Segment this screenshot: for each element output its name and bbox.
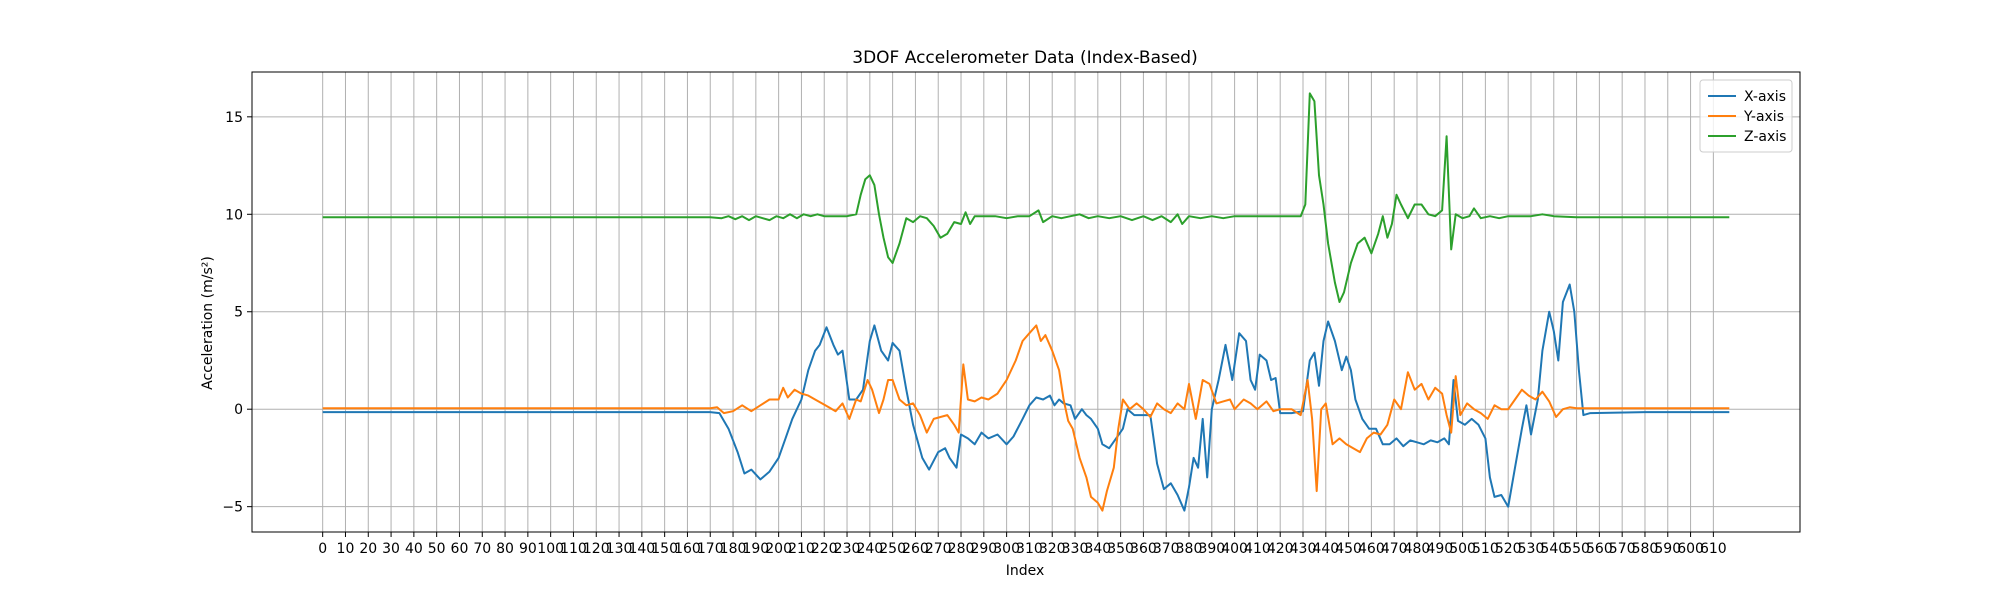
x-tick-label: 100: [537, 541, 564, 557]
x-tick-label: 360: [1130, 541, 1157, 557]
series-line-y: [322, 324, 1730, 512]
x-tick-label: 40: [405, 541, 423, 557]
x-tick-label: 220: [811, 541, 838, 557]
legend-label: Y-axis: [1743, 109, 1784, 125]
x-tick-label: 380: [1176, 541, 1203, 557]
x-tick-label: 560: [1586, 541, 1613, 557]
x-tick-label: 500: [1449, 541, 1476, 557]
x-tick-label: 420: [1267, 541, 1294, 557]
x-tick-label: 480: [1404, 541, 1431, 557]
x-tick-label: 460: [1358, 541, 1385, 557]
x-tick-label: 130: [606, 541, 633, 557]
x-tick-label: 510: [1472, 541, 1499, 557]
x-tick-label: 320: [1039, 541, 1066, 557]
chart-title: 3DOF Accelerometer Data (Index-Based): [852, 48, 1197, 68]
x-tick-label: 410: [1244, 541, 1271, 557]
x-tick-label: 600: [1677, 541, 1704, 557]
x-tick-label: 450: [1335, 541, 1362, 557]
x-tick-label: 50: [428, 541, 446, 557]
x-tick-label: 180: [720, 541, 747, 557]
x-tick-label: 70: [473, 541, 491, 557]
y-tick-label: 10: [225, 207, 243, 223]
x-tick-label: 370: [1153, 541, 1180, 557]
x-tick-label: 530: [1518, 541, 1545, 557]
series-line-z: [322, 92, 1730, 303]
x-tick-label: 310: [1016, 541, 1043, 557]
x-tick-label: 390: [1198, 541, 1225, 557]
x-tick-label: 610: [1700, 541, 1727, 557]
x-tick-label: 150: [651, 541, 678, 557]
x-tick-label: 250: [879, 541, 906, 557]
x-tick-label: 440: [1312, 541, 1339, 557]
legend-box: [1699, 79, 1793, 153]
x-tick-label: 240: [856, 541, 883, 557]
x-tick-label: 20: [359, 541, 377, 557]
y-tick-label: 15: [225, 110, 243, 126]
x-tick-label: 30: [382, 541, 400, 557]
plot-frame: [251, 71, 1801, 533]
x-tick-label: 170: [697, 541, 724, 557]
x-tick-label: 110: [560, 541, 587, 557]
legend-label: X-axis: [1744, 89, 1786, 105]
x-tick-label: 290: [970, 541, 997, 557]
x-axis-label: Index: [1006, 563, 1045, 579]
x-tick-label: 200: [765, 541, 792, 557]
x-tick-label: 350: [1107, 541, 1134, 557]
legend-label: Z-axis: [1744, 129, 1786, 145]
x-tick-label: 210: [788, 541, 815, 557]
axis-ticks: 0 10 20 30 40 50 60 70 80 90 100110120130140150160…: [222, 110, 1726, 557]
x-tick-label: 230: [834, 541, 861, 557]
x-tick-label: 520: [1495, 541, 1522, 557]
x-tick-label: 330: [1062, 541, 1089, 557]
x-tick-label: 90: [519, 541, 537, 557]
x-tick-label: 0: [318, 541, 327, 557]
x-tick-label: 400: [1221, 541, 1248, 557]
series-line-x: [322, 283, 1730, 512]
series-lines: [322, 92, 1730, 512]
x-tick-label: 430: [1290, 541, 1317, 557]
y-tick-label: 5: [234, 305, 243, 321]
x-tick-label: 80: [496, 541, 514, 557]
x-tick-label: 160: [674, 541, 701, 557]
x-tick-label: 300: [993, 541, 1020, 557]
x-tick-label: 580: [1632, 541, 1659, 557]
x-tick-label: 190: [742, 541, 769, 557]
legend: X-axis Y-axis Z-axis: [1699, 79, 1793, 153]
x-tick-label: 570: [1609, 541, 1636, 557]
x-tick-label: 60: [451, 541, 469, 557]
x-tick-label: 540: [1540, 541, 1567, 557]
x-tick-label: 280: [948, 541, 975, 557]
x-tick-label: 120: [583, 541, 610, 557]
x-tick-label: 550: [1563, 541, 1590, 557]
x-tick-label: 340: [1084, 541, 1111, 557]
x-tick-label: 10: [337, 541, 355, 557]
y-axis-label: Acceleration (m/s²): [200, 256, 216, 390]
x-tick-label: 270: [925, 541, 952, 557]
x-tick-label: 490: [1426, 541, 1453, 557]
grid: [252, 72, 1800, 532]
x-tick-label: 140: [628, 541, 655, 557]
y-tick-label: −5: [222, 500, 243, 516]
x-tick-label: 470: [1381, 541, 1408, 557]
y-tick-label: 0: [234, 402, 243, 418]
x-tick-label: 590: [1654, 541, 1681, 557]
x-tick-label: 260: [902, 541, 929, 557]
